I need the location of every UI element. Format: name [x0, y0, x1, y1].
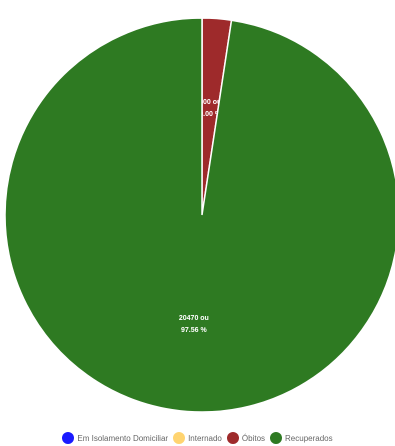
legend-swatch [62, 432, 75, 444]
slice-data-label: 500 ou 0.00 % [199, 99, 222, 118]
legend-item[interactable]: Internado [173, 432, 222, 444]
legend-label: Em Isolamento Domiciliar [77, 433, 169, 443]
pie-slice-recuperados[interactable] [4, 17, 395, 413]
legend-item[interactable]: Óbitos [226, 432, 266, 444]
legend-item[interactable]: Recuperados [270, 432, 333, 444]
legend-label: Recuperados [285, 433, 333, 443]
slice-data-label: 20470 ou 97.56 % [179, 315, 209, 334]
legend-swatch [173, 432, 186, 444]
legend-item[interactable]: Em Isolamento Domiciliar [62, 432, 168, 444]
legend-label: Internado [188, 433, 222, 443]
legend-swatch [226, 432, 239, 444]
legend-swatch [270, 432, 283, 444]
chart-legend: Em Isolamento Domiciliar Internado Óbitos R… [0, 430, 395, 446]
legend-label: Óbitos [241, 433, 266, 443]
pie-chart: 500 ou 0.00 % 20470 ou 97.56 % [4, 17, 395, 413]
